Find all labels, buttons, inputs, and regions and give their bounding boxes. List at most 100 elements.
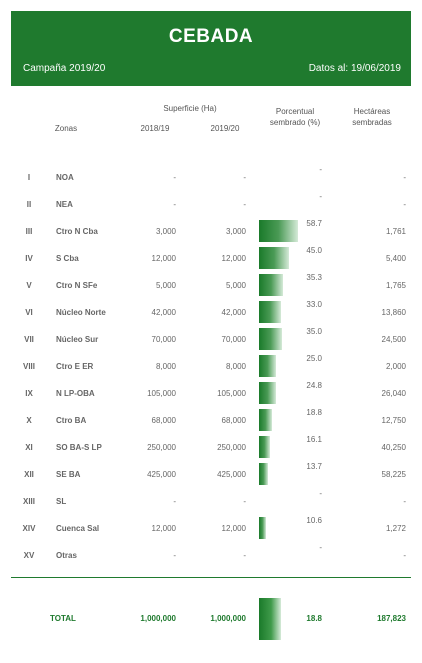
pct-bar (259, 409, 272, 431)
pct-sembrado: 18.8 (306, 408, 322, 417)
superficie-1920: 105,000 (217, 389, 246, 398)
zone-number: XII (24, 470, 34, 479)
total-hectareas: 187,823 (377, 614, 406, 623)
zone-name: NEA (56, 200, 73, 209)
hectareas-sembradas: 2,000 (385, 362, 406, 371)
superficie-1819: - (173, 200, 176, 209)
superficie-1920: - (243, 497, 246, 506)
hectareas-sembradas: 1,765 (385, 281, 406, 290)
porcentual-header: Porcentual sembrado (%) (255, 106, 335, 128)
superficie-1920: 425,000 (217, 470, 246, 479)
superficie-1819: 425,000 (147, 470, 176, 479)
table-row: III Ctro N Cba 3,000 3,000 58.7 1,761 (0, 218, 422, 245)
zone-name: Núcleo Norte (56, 308, 106, 317)
hectareas-sembradas: - (403, 200, 406, 209)
pct-sembrado: 16.1 (306, 435, 322, 444)
zone-name: Núcleo Sur (56, 335, 99, 344)
pct-bar (259, 517, 266, 539)
zone-number: XIV (22, 524, 36, 533)
superficie-1819: 250,000 (147, 443, 176, 452)
pct-sembrado: 24.8 (306, 381, 322, 390)
zone-name: SL (56, 497, 67, 506)
pct-sembrado: 35.3 (306, 273, 322, 282)
pct-sembrado: - (319, 543, 322, 552)
pct-bar (259, 463, 268, 485)
hectareas-sembradas: 1,761 (385, 227, 406, 236)
table-row: VI Núcleo Norte 42,000 42,000 33.0 13,860 (0, 299, 422, 326)
superficie-1819: 8,000 (155, 362, 176, 371)
zone-number: XIII (22, 497, 35, 506)
zone-name: Ctro BA (56, 416, 87, 425)
total-label: TOTAL (50, 614, 76, 623)
superficie-1819: 68,000 (151, 416, 176, 425)
table-row: II NEA - - - - (0, 191, 422, 218)
zone-name: N LP-OBA (56, 389, 95, 398)
pct-bar (259, 220, 298, 242)
superficie-1819: 12,000 (151, 524, 176, 533)
superficie-1819: 3,000 (155, 227, 176, 236)
hectareas-sembradas: - (403, 497, 406, 506)
table-row: XI SO BA-S LP 250,000 250,000 16.1 40,250 (0, 434, 422, 461)
data-date-label: Datos al: 19/06/2019 (308, 63, 401, 74)
header-banner: CEBADA Campaña 2019/20 Datos al: 19/06/2… (11, 11, 411, 86)
hectareas-sembradas: 5,400 (385, 254, 406, 263)
pct-sembrado: 58.7 (306, 219, 322, 228)
superficie-1920: - (243, 173, 246, 182)
page-title: CEBADA (168, 26, 254, 47)
hectareas-sembradas: 58,225 (381, 470, 406, 479)
superficie-header: Superficie (Ha) (163, 104, 217, 113)
pct-bar (259, 355, 276, 377)
pct-sembrado: 25.0 (306, 354, 322, 363)
superficie-1819: - (173, 173, 176, 182)
table-row: VIII Ctro E ER 8,000 8,000 25.0 2,000 (0, 353, 422, 380)
campaign-label: Campaña 2019/20 (23, 63, 106, 74)
pct-sembrado: - (319, 489, 322, 498)
hectareas-sembradas: 13,860 (381, 308, 406, 317)
zone-name: Ctro N SFe (56, 281, 98, 290)
superficie-1819: - (173, 551, 176, 560)
superficie-1920: 5,000 (225, 281, 246, 290)
hectareas-sembradas: 24,500 (381, 335, 406, 344)
superficie-1819: 12,000 (151, 254, 176, 263)
zone-number: XV (23, 551, 35, 560)
superficie-1819: 5,000 (155, 281, 176, 290)
zone-name: NOA (56, 173, 74, 182)
zone-number: VII (24, 335, 34, 344)
pct-sembrado: 13.7 (306, 462, 322, 471)
hectareas-header-line1: Hectáreas (353, 107, 391, 116)
table-row: XV Otras - - - - (0, 542, 422, 569)
superficie-1920: 3,000 (225, 227, 246, 236)
superficie-1920: 42,000 (221, 308, 246, 317)
table-row: I NOA - - - - (0, 164, 422, 191)
superficie-1920: - (243, 200, 246, 209)
pct-bar (259, 301, 281, 323)
zone-name: Otras (56, 551, 77, 560)
hectareas-sembradas: - (403, 173, 406, 182)
zone-name: S Cba (56, 254, 79, 263)
pct-sembrado: 45.0 (306, 246, 322, 255)
superficie-1819: - (173, 497, 176, 506)
superficie-1920: 250,000 (217, 443, 246, 452)
zone-number: I (27, 173, 31, 182)
zone-name: Ctro N Cba (56, 227, 98, 236)
superficie-1920: 68,000 (221, 416, 246, 425)
total-pct: 18.8 (306, 614, 322, 623)
superficie-1920: - (243, 551, 246, 560)
pct-sembrado: 10.6 (306, 516, 322, 525)
zone-number: XI (25, 443, 33, 452)
zone-number: III (25, 227, 33, 236)
total-row: TOTAL 1,000,000 1,000,000 18.8 187,823 (0, 598, 422, 640)
porcentual-header-line2: sembrado (%) (269, 118, 321, 127)
hectareas-sembradas: 40,250 (381, 443, 406, 452)
superficie-1920: 12,000 (221, 254, 246, 263)
hectareas-sembradas: 26,040 (381, 389, 406, 398)
superficie-1819: 70,000 (151, 335, 176, 344)
table-row: IV S Cba 12,000 12,000 45.0 5,400 (0, 245, 422, 272)
zone-number: VI (25, 308, 33, 317)
porcentual-header-line1: Porcentual (275, 107, 315, 116)
hectareas-header: Hectáreas sembradas (332, 106, 412, 128)
table-row: XIII SL - - - - (0, 488, 422, 515)
pct-sembrado: 33.0 (306, 300, 322, 309)
zone-number: V (26, 281, 32, 290)
zone-number: VIII (22, 362, 35, 371)
